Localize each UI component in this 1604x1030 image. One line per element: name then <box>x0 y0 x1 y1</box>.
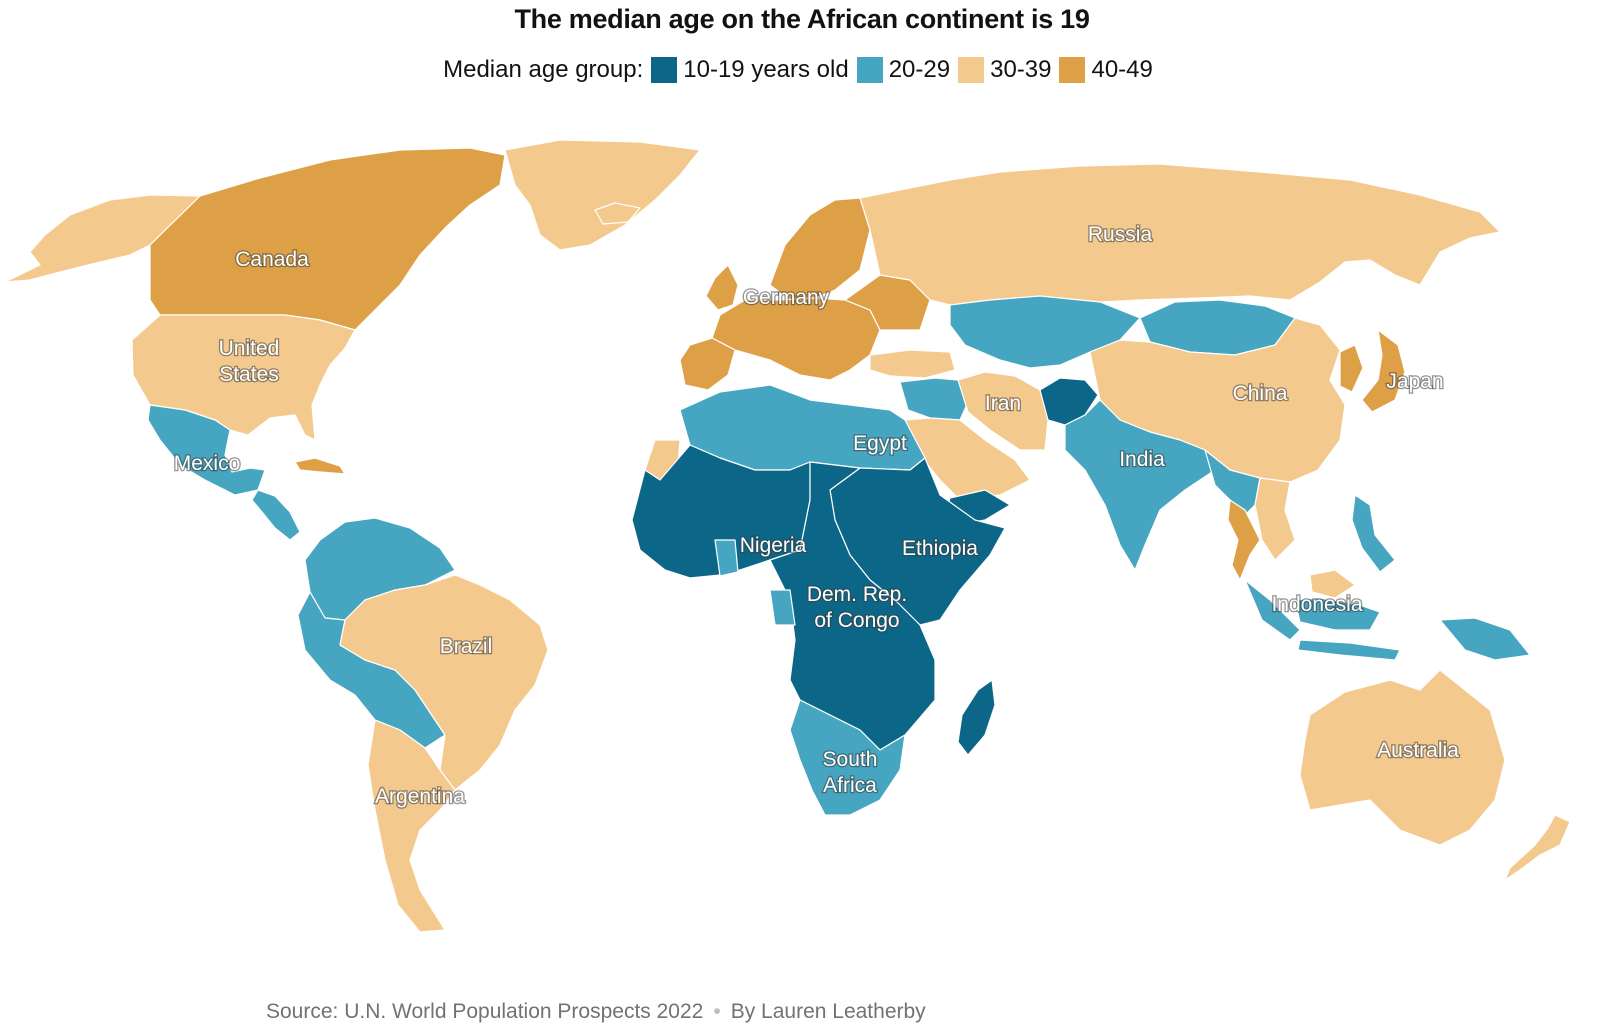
label-japan: Japan <box>1386 370 1443 393</box>
legend-item-20-29: 20-29 <box>856 56 951 84</box>
country-myanmar-laos[interactable] <box>1204 449 1261 521</box>
page-title: The median age on the African continent … <box>514 4 1090 34</box>
country-thailand[interactable] <box>1227 499 1261 581</box>
country-iran[interactable] <box>957 371 1049 451</box>
legend-item-10-19: 10-19 years old <box>651 56 849 84</box>
label-germany: Germany <box>743 286 830 309</box>
country-ghana[interactable] <box>714 539 739 577</box>
label-ethiopia: Ethiopia <box>902 537 978 560</box>
country-afghanistan[interactable] <box>1039 377 1099 426</box>
legend-swatch <box>856 57 883 83</box>
legend-swatch <box>958 57 985 83</box>
country-malaysia[interactable] <box>1309 569 1356 599</box>
label-russia: Russia <box>1088 223 1153 246</box>
label-south-africa: South Africa <box>823 748 878 797</box>
country-greenland[interactable] <box>504 139 701 251</box>
label-iran: Iran <box>985 392 1021 415</box>
legend-item-40-49: 40-49 <box>1059 56 1153 84</box>
country-turkey[interactable] <box>869 349 956 379</box>
country-madagascar[interactable] <box>957 679 996 756</box>
country-gabon[interactable] <box>769 589 796 626</box>
country-australia[interactable] <box>1299 669 1506 846</box>
label-brazil: Brazil <box>440 635 493 658</box>
label-drc: Dem. Rep. of Congo <box>807 583 907 632</box>
country-iceland[interactable] <box>594 202 641 225</box>
legend-swatch <box>651 57 678 83</box>
country-vietnam[interactable] <box>1254 477 1296 561</box>
legend-label: 30-39 <box>990 56 1052 83</box>
country-cuba[interactable] <box>294 457 346 475</box>
legend-label: 10-19 years old <box>683 56 849 83</box>
country-brazil[interactable] <box>339 574 549 791</box>
country-philippines[interactable] <box>1351 494 1396 573</box>
label-china: China <box>1233 382 1288 405</box>
legend-swatch <box>1059 57 1086 83</box>
legend-lead: Median age group: <box>443 56 644 83</box>
country-iberia[interactable] <box>679 337 736 391</box>
source-note: Source: U.N. World Population Prospects … <box>266 1000 704 1023</box>
byline: By Lauren Leatherby <box>730 1000 926 1023</box>
country-japan[interactable] <box>1361 329 1406 413</box>
separator-dot: • <box>713 1000 721 1023</box>
legend-label: 40-49 <box>1091 56 1153 83</box>
country-central-america[interactable] <box>251 489 301 541</box>
country-new-zealand[interactable] <box>1504 814 1571 881</box>
label-india: India <box>1119 448 1165 471</box>
country-arabia[interactable] <box>904 417 1031 501</box>
label-egypt: Egypt <box>853 432 907 455</box>
country-south-asia[interactable] <box>1064 399 1216 571</box>
legend-label: 20-29 <box>888 56 951 83</box>
country-alaska[interactable] <box>4 194 201 283</box>
footer: Source: U.N. World Population Prospects … <box>266 1000 926 1024</box>
country-mexico[interactable] <box>147 404 266 496</box>
country-russia[interactable] <box>859 163 1501 306</box>
country-western-europe[interactable] <box>711 297 881 381</box>
label-nigeria: Nigeria <box>740 534 807 557</box>
label-united-states: United States <box>219 337 280 386</box>
country-southern-africa[interactable] <box>789 699 906 816</box>
legend: Median age group: 10-19 years old 20-29 … <box>0 56 1604 84</box>
country-korea[interactable] <box>1339 344 1364 393</box>
label-argentina: Argentina <box>375 785 465 808</box>
label-canada: Canada <box>235 248 309 271</box>
country-indonesia[interactable] <box>1244 579 1401 661</box>
label-indonesia: Indonesia <box>1271 593 1362 616</box>
country-central-africa[interactable] <box>769 461 936 751</box>
country-middle-east[interactable] <box>899 377 969 421</box>
label-australia: Australia <box>1377 739 1459 762</box>
country-uk[interactable] <box>705 264 739 311</box>
country-argentina[interactable] <box>367 719 456 933</box>
legend-item-30-39: 30-39 <box>958 56 1051 84</box>
label-mexico: Mexico <box>174 452 241 475</box>
country-canada[interactable] <box>149 147 506 331</box>
country-papua[interactable] <box>1439 617 1531 661</box>
country-scandinavia[interactable] <box>769 197 871 301</box>
